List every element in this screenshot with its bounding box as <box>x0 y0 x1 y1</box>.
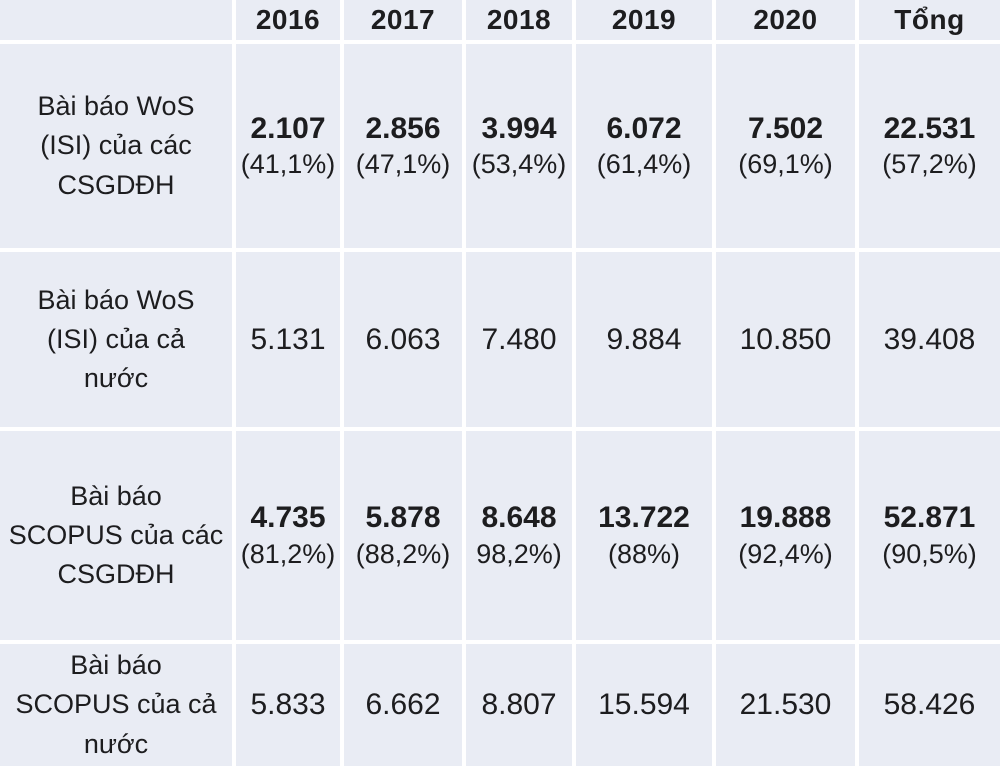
cell-value: 21.530 <box>739 688 832 722</box>
cell-value: 5.833 <box>250 688 326 722</box>
cell-value: 19.888 <box>739 501 832 535</box>
table-cell: 8.807 <box>466 644 572 766</box>
table-cell: 19.888 (92,4%) <box>716 431 855 640</box>
table-cell: 5.878 (88,2%) <box>344 431 462 640</box>
row-label-wos-csgddh: Bài báo WoS (ISI) của các CSGDĐH <box>0 44 232 248</box>
cell-percent: (90,5%) <box>882 538 977 569</box>
table-cell: 6.072 (61,4%) <box>576 44 712 248</box>
cell-percent: (53,4%) <box>471 149 567 180</box>
row-label-scopus-nationwide: Bài báo SCOPUS của cả nước <box>0 644 232 766</box>
cell-percent: (88,2%) <box>355 538 451 569</box>
table-cell: 22.531 (57,2%) <box>859 44 1000 248</box>
cell-value: 6.072 <box>606 111 682 145</box>
table-cell: 58.426 <box>859 644 1000 766</box>
table-cell: 39.408 <box>859 252 1000 427</box>
cell-percent: (69,1%) <box>738 149 833 180</box>
table-cell: 15.594 <box>576 644 712 766</box>
cell-value: 13.722 <box>598 501 690 535</box>
cell-value: 8.648 <box>481 501 557 535</box>
table-cell: 5.833 <box>236 644 340 766</box>
cell-value: 3.994 <box>481 111 557 145</box>
row-label-scopus-csgddh: Bài báo SCOPUS của các CSGDĐH <box>0 431 232 640</box>
cell-value: 6.063 <box>365 322 441 356</box>
table-cell: 10.850 <box>716 252 855 427</box>
cell-percent: 98,2%) <box>476 538 562 569</box>
table-cell: 9.884 <box>576 252 712 427</box>
column-header-2017: 2017 <box>344 0 462 40</box>
cell-value: 5.878 <box>365 501 441 535</box>
cell-percent: (57,2%) <box>882 149 977 180</box>
cell-value: 58.426 <box>883 688 976 722</box>
table-cell: 4.735 (81,2%) <box>236 431 340 640</box>
cell-percent: (47,1%) <box>355 149 451 180</box>
cell-value: 5.131 <box>250 322 326 356</box>
cell-value: 10.850 <box>739 322 832 356</box>
cell-value: 4.735 <box>250 501 326 535</box>
table-cell: 5.131 <box>236 252 340 427</box>
cell-value: 52.871 <box>883 501 976 535</box>
cell-value: 2.856 <box>365 111 441 145</box>
cell-percent: (41,1%) <box>240 149 336 180</box>
cell-value: 8.807 <box>481 688 557 722</box>
column-header-2016: 2016 <box>236 0 340 40</box>
cell-percent: (61,4%) <box>596 149 692 180</box>
cell-percent: (92,4%) <box>738 538 833 569</box>
column-header-total: Tổng <box>859 0 1000 40</box>
cell-value: 7.480 <box>481 322 557 356</box>
row-label-wos-nationwide: Bài báo WoS (ISI) của cả nước <box>0 252 232 427</box>
corner-cell <box>0 0 232 40</box>
cell-value: 6.662 <box>365 688 441 722</box>
cell-value: 9.884 <box>606 322 682 356</box>
table-cell: 6.662 <box>344 644 462 766</box>
cell-percent: (81,2%) <box>240 538 336 569</box>
table-cell: 52.871 (90,5%) <box>859 431 1000 640</box>
cell-percent: (88%) <box>607 538 681 569</box>
table-cell: 21.530 <box>716 644 855 766</box>
cell-value: 39.408 <box>883 322 976 356</box>
column-header-2020: 2020 <box>716 0 855 40</box>
column-header-2018: 2018 <box>466 0 572 40</box>
table-cell: 2.856 (47,1%) <box>344 44 462 248</box>
table-cell: 2.107 (41,1%) <box>236 44 340 248</box>
cell-value: 7.502 <box>747 111 824 145</box>
cell-value: 22.531 <box>883 111 976 145</box>
table-cell: 13.722 (88%) <box>576 431 712 640</box>
table-cell: 7.502 (69,1%) <box>716 44 855 248</box>
table-cell: 6.063 <box>344 252 462 427</box>
cell-value: 2.107 <box>250 111 326 145</box>
table-cell: 8.648 98,2%) <box>466 431 572 640</box>
table-cell: 7.480 <box>466 252 572 427</box>
cell-value: 15.594 <box>598 688 690 722</box>
table-cell: 3.994 (53,4%) <box>466 44 572 248</box>
column-header-2019: 2019 <box>576 0 712 40</box>
